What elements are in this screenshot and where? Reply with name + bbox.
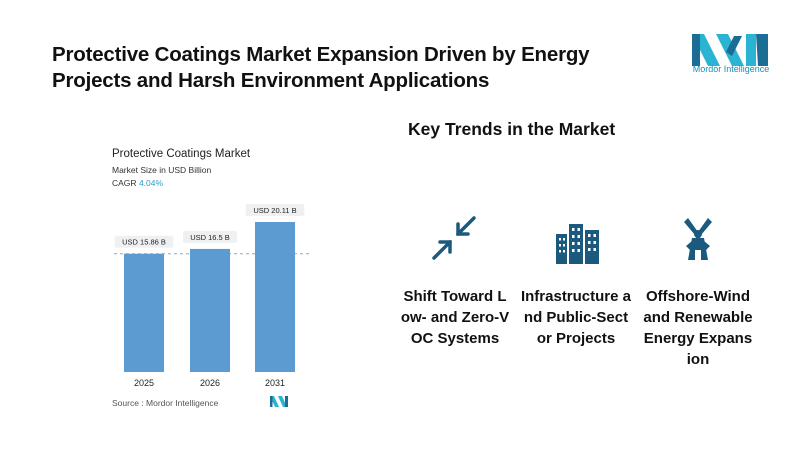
chart-title: Protective Coatings Market bbox=[112, 148, 251, 160]
cagr-value: 4.04% bbox=[138, 178, 164, 188]
chart-source: Source : Mordor Intelligence bbox=[112, 398, 219, 408]
page-title: Protective Coatings Market Expansion Dri… bbox=[52, 43, 590, 92]
logo-text: Mordor Intelligence bbox=[692, 64, 770, 74]
cagr-label: CAGR bbox=[112, 178, 137, 188]
value-callout-2026 bbox=[183, 230, 237, 243]
value-callout-2031 bbox=[245, 204, 305, 216]
trends-title: Key Trends in the Market bbox=[408, 119, 616, 139]
x-tick-2025: 2025 bbox=[134, 378, 154, 388]
chart-cagr: CAGR 4.04% bbox=[112, 178, 163, 188]
trend-label-offshore-wind: Offshore-Wind and Renewable Energy Expan… bbox=[643, 288, 753, 368]
trend-label-low-voc: Shift Toward Low- and Zero-VOC Systems bbox=[400, 288, 510, 347]
trend-label-infrastructure: Infrastructure and Public-Sector Project… bbox=[520, 288, 632, 347]
value-label-2031: USD 20.11 B bbox=[253, 206, 296, 215]
buildings-icon bbox=[556, 224, 599, 264]
bar-chart: USD 15.86 B 2025 USD 16.5 B 2026 USD 20.11 B… bbox=[114, 204, 310, 388]
source-logo-icon bbox=[270, 396, 288, 407]
windmill-icon bbox=[684, 218, 712, 260]
value-callout-2025 bbox=[114, 235, 174, 248]
bar-2025 bbox=[124, 253, 164, 372]
chart-subtitle: Market Size in USD Billion bbox=[112, 165, 212, 175]
bar-2031 bbox=[255, 222, 295, 372]
x-tick-2031: 2031 bbox=[265, 378, 285, 388]
x-tick-2026: 2026 bbox=[200, 378, 220, 388]
bar-2026 bbox=[190, 248, 230, 372]
value-label-2025: USD 15.86 B bbox=[122, 238, 166, 247]
compress-arrows-icon bbox=[432, 216, 476, 260]
value-label-2026: USD 16.5 B bbox=[190, 233, 230, 242]
mordor-intelligence-logo bbox=[692, 34, 768, 66]
